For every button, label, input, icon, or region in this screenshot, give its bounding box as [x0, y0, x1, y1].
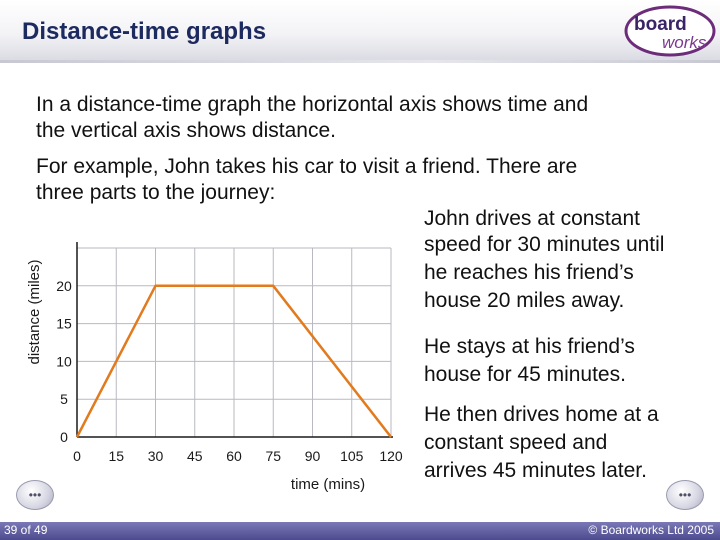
y-axis-label: distance (miles): [26, 259, 43, 364]
note-1-line-1: John drives at constant: [424, 207, 640, 230]
y-tick-label: 5: [60, 391, 68, 407]
intro-line-2: the vertical axis shows distance.: [36, 119, 336, 142]
chart-tick-labels: 0 15 30 45 60 75 90 105 120 0 5 10 15 20: [56, 278, 403, 464]
chart-axes: [76, 242, 393, 438]
intro-line-4: three parts to the journey:: [36, 181, 276, 204]
ellipsis-right-icon: •••: [678, 488, 692, 502]
journey-line: [75, 284, 392, 438]
title-bar: Distance-time graphs: [0, 0, 720, 63]
logo-word-works: works: [662, 33, 707, 52]
chart-grid: [77, 247, 392, 437]
note-3-line-2: constant speed and: [424, 431, 608, 454]
boardworks-logo: board works: [624, 5, 716, 57]
page-title: Distance-time graphs: [22, 18, 267, 45]
x-tick-label: 120: [379, 448, 403, 464]
x-tick-label: 60: [226, 448, 242, 464]
x-tick-label: 75: [265, 448, 281, 464]
x-axis-label: time (mins): [291, 476, 365, 493]
x-tick-label: 0: [73, 448, 81, 464]
x-tick-label: 90: [305, 448, 321, 464]
note-1-line-4: house 20 miles away.: [424, 289, 625, 312]
x-tick-label: 105: [340, 448, 364, 464]
note-2-line-2: house for 45 minutes.: [424, 363, 626, 386]
x-tick-label: 45: [187, 448, 203, 464]
intro-line-3: For example, John takes his car to visit…: [36, 155, 578, 178]
y-tick-label: 0: [60, 429, 68, 445]
next-slide-button[interactable]: •••: [666, 480, 704, 510]
note-1-line-3: he reaches his friend’s: [424, 261, 634, 284]
logo-word-board: board: [634, 14, 687, 35]
page-counter: 39 of 49: [4, 523, 48, 537]
x-tick-label: 15: [108, 448, 124, 464]
y-tick-label: 15: [56, 316, 72, 332]
x-tick-label: 30: [148, 448, 164, 464]
note-3-line-3: arrives 45 minutes later.: [424, 459, 647, 482]
footer-bar: 39 of 49 © Boardworks Ltd 2005: [0, 522, 720, 540]
note-2-line-1: He stays at his friend’s: [424, 335, 635, 358]
ellipsis-left-icon: •••: [28, 488, 42, 502]
title-rule: [0, 60, 720, 63]
y-tick-label: 20: [56, 278, 72, 294]
intro-line-1: In a distance-time graph the horizontal …: [36, 93, 589, 116]
copyright-notice: © Boardworks Ltd 2005: [588, 523, 714, 537]
note-1-line-2: speed for 30 minutes until: [424, 233, 665, 256]
note-3-line-1: He then drives home at a: [424, 403, 659, 426]
previous-slide-button[interactable]: •••: [16, 480, 54, 510]
chart-series: [75, 284, 392, 438]
y-tick-label: 10: [56, 353, 72, 369]
